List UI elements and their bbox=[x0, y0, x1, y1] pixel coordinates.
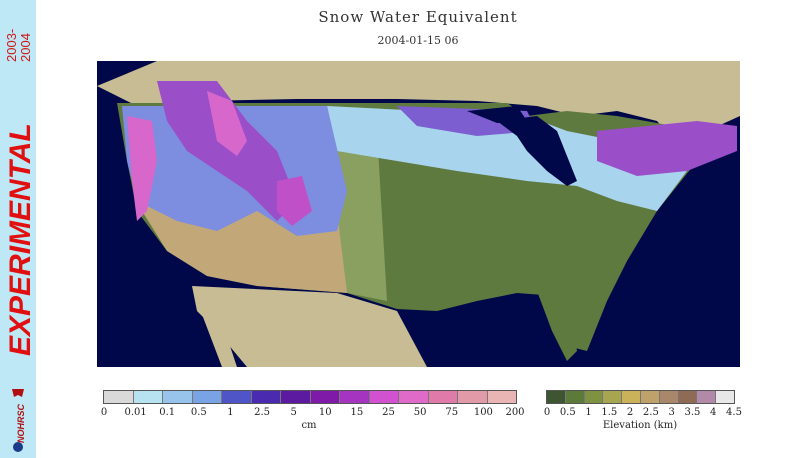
snow-heavy-rockies bbox=[157, 81, 297, 221]
legend-swatch bbox=[603, 391, 623, 403]
snow-peak-colorado bbox=[277, 176, 312, 226]
legend-swatch bbox=[192, 391, 222, 403]
legend-tick-label: 0.1 bbox=[159, 407, 176, 418]
snow-peak-rockies bbox=[207, 91, 247, 156]
legend-swatch bbox=[133, 391, 163, 403]
legend-swatch bbox=[281, 391, 311, 403]
legend-tick-label: 25 bbox=[382, 407, 395, 418]
sidebar: 2003- 2004 EXPERIMENTAL NOHRSC bbox=[0, 0, 36, 458]
legend-tick-label: 50 bbox=[413, 407, 427, 418]
canada-land bbox=[97, 61, 740, 156]
legend-swatch bbox=[428, 391, 458, 403]
legend-tick-label: 3 bbox=[668, 407, 675, 418]
nohrsc-logo-text: NOHRSC bbox=[16, 403, 26, 443]
season-years-line1: 2003- bbox=[4, 29, 19, 62]
legend-tick-label: 2.5 bbox=[254, 407, 271, 418]
legend-tick-label: 0.5 bbox=[559, 407, 576, 418]
snow-light-north bbox=[327, 106, 687, 211]
legend-tick-label: 15 bbox=[350, 407, 364, 418]
legend-tick-label: 100 bbox=[473, 407, 493, 418]
legend-tick-label: 3.5 bbox=[684, 407, 701, 418]
legend-swatch bbox=[163, 391, 193, 403]
legend-tick-label: 75 bbox=[445, 407, 459, 418]
legend-tick-label: 1.5 bbox=[601, 407, 618, 418]
legend-swatch bbox=[697, 391, 717, 403]
legend-swatch bbox=[310, 391, 340, 403]
great-lakes bbox=[497, 116, 577, 186]
legend-tick-label: 4.5 bbox=[726, 407, 742, 418]
legend-swatch bbox=[340, 391, 370, 403]
legend-swatch bbox=[659, 391, 679, 403]
legend-swatch bbox=[565, 391, 585, 403]
legend-tick-label: 0.01 bbox=[124, 407, 147, 418]
legend-tick-label: 5 bbox=[290, 407, 297, 418]
legend-tick-label: 10 bbox=[318, 407, 332, 418]
baja bbox=[195, 296, 237, 367]
elevation-color-bar bbox=[546, 390, 735, 404]
legend-swatch bbox=[251, 391, 281, 403]
legend-tick-label: 200 bbox=[505, 407, 525, 418]
map-title: Snow Water Equivalent bbox=[318, 8, 518, 26]
legend-tick-label: 4 bbox=[710, 407, 717, 418]
legend-swatch bbox=[222, 391, 252, 403]
legend-tick-label: 0 bbox=[543, 407, 551, 418]
legend-tick-label: 1 bbox=[585, 407, 592, 418]
swe-unit: cm bbox=[301, 420, 317, 431]
legend-tick-label: 1 bbox=[227, 407, 234, 418]
legend-swatch bbox=[678, 391, 698, 403]
legend-swatch bbox=[716, 391, 734, 403]
legend-swatch bbox=[622, 391, 641, 403]
legend-tick-label: 0.5 bbox=[190, 407, 207, 418]
snow-peak-cascades bbox=[127, 116, 157, 221]
legend-swatch bbox=[104, 391, 134, 403]
experimental-label: EXPERIMENTAL bbox=[4, 123, 36, 356]
nohrsc-logo: NOHRSC bbox=[12, 389, 26, 452]
snow-heavy-northeast bbox=[597, 121, 737, 176]
swe-color-bar bbox=[103, 390, 517, 404]
legend-swatch bbox=[640, 391, 660, 403]
legend-swatch bbox=[584, 391, 604, 403]
legend-swatch bbox=[547, 391, 566, 403]
elevation-unit: Elevation (km) bbox=[602, 420, 678, 431]
map-datetime: 2004-01-15 06 bbox=[377, 34, 459, 47]
legend-tick-label: 0 bbox=[100, 407, 108, 418]
legend-swatch bbox=[458, 391, 488, 403]
lake-superior bbox=[467, 106, 527, 123]
mexico-land bbox=[192, 286, 427, 367]
legend-swatch bbox=[487, 391, 516, 403]
legend-swatch bbox=[399, 391, 429, 403]
legend-tick-label: 2.5 bbox=[642, 407, 659, 418]
florida bbox=[537, 291, 577, 361]
season-years: 2003- 2004 bbox=[4, 29, 33, 62]
experimental-text: EXPERIMENTAL bbox=[4, 123, 36, 356]
snow-map bbox=[97, 61, 740, 367]
season-years-line2: 2004 bbox=[18, 33, 33, 62]
legend-tick-label: 2 bbox=[626, 407, 634, 418]
legend-swatch bbox=[369, 391, 399, 403]
